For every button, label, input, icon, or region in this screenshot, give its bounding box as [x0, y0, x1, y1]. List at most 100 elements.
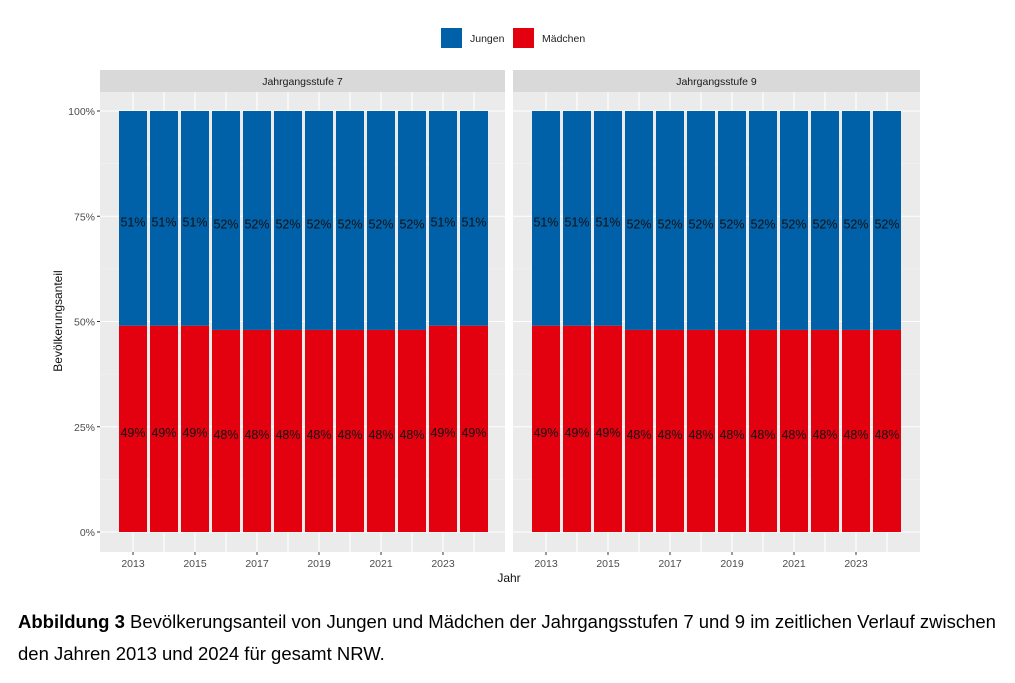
data-label: 48% [275, 428, 300, 442]
bar-mädchen [625, 329, 653, 532]
figure-caption: Abbildung 3 Bevölkerungsanteil von Junge… [18, 606, 1008, 670]
bar-mädchen [150, 325, 178, 532]
bar-mädchen [367, 329, 395, 532]
x-tick-label: 2023 [844, 558, 868, 570]
data-label: 48% [244, 428, 269, 442]
y-tick-label: 0% [80, 527, 95, 539]
bar-mädchen [181, 325, 209, 532]
panel-strip [513, 70, 920, 92]
legend-label: Mädchen [542, 33, 585, 45]
y-tick-label: 50% [74, 317, 95, 329]
x-tick-label: 2023 [431, 558, 455, 570]
bar-jungen [181, 111, 209, 326]
stacked-bar-chart: Jungen Mädchen Jahrgangsstufe 7 49% 51% 49% 51… [51, 28, 920, 585]
data-label: 48% [719, 428, 744, 442]
bar-jungen [274, 111, 302, 330]
bar-mädchen [842, 329, 870, 532]
data-label: 48% [843, 428, 868, 442]
bar-jungen [687, 111, 715, 330]
data-label: 52% [657, 217, 682, 231]
y-tick-label: 75% [74, 211, 95, 223]
data-label: 49% [120, 426, 145, 440]
bar-mädchen [780, 329, 808, 532]
bar-jungen [625, 111, 653, 330]
data-label: 49% [533, 426, 558, 440]
bar-jungen [842, 111, 870, 330]
legend-swatch-jungen [441, 28, 462, 48]
data-label: 48% [781, 428, 806, 442]
data-label: 48% [306, 428, 331, 442]
bar-jungen [718, 111, 746, 330]
bar-jungen [305, 111, 333, 330]
data-label: 51% [430, 215, 455, 229]
y-tick-label: 25% [74, 422, 95, 434]
data-label: 52% [688, 217, 713, 231]
data-label: 51% [533, 215, 558, 229]
data-label: 52% [275, 217, 300, 231]
bar-mädchen [594, 325, 622, 532]
bar-jungen [429, 111, 457, 326]
data-label: 52% [244, 217, 269, 231]
data-label: 48% [626, 428, 651, 442]
bar-mädchen [656, 329, 684, 532]
bar-mädchen [873, 329, 901, 532]
bar-jungen [336, 111, 364, 330]
bar-jungen [873, 111, 901, 330]
data-label: 48% [874, 428, 899, 442]
data-label: 48% [368, 428, 393, 442]
bar-mädchen [305, 329, 333, 532]
data-label: 49% [182, 426, 207, 440]
bar-mädchen [718, 329, 746, 532]
bar-mädchen [563, 325, 591, 532]
data-label: 52% [750, 217, 775, 231]
bar-mädchen [274, 329, 302, 532]
data-label: 48% [213, 428, 238, 442]
data-label: 51% [151, 215, 176, 229]
x-tick-label: 2015 [183, 558, 207, 570]
y-axis-title: Bevölkerungsanteil [51, 270, 65, 371]
bar-jungen [460, 111, 488, 326]
bar-jungen [780, 111, 808, 330]
x-tick-label: 2017 [245, 558, 269, 570]
data-label: 52% [337, 217, 362, 231]
data-label: 52% [368, 217, 393, 231]
data-label: 52% [626, 217, 651, 231]
bar-jungen [563, 111, 591, 326]
bar-jungen [150, 111, 178, 326]
bar-jungen [398, 111, 426, 330]
caption-label: Abbildung 3 [18, 611, 125, 632]
bar-jungen [243, 111, 271, 330]
x-tick-label: 2019 [720, 558, 744, 570]
panel-strip [100, 70, 505, 92]
bar-jungen [594, 111, 622, 326]
x-tick-label: 2019 [307, 558, 331, 570]
bar-mädchen [749, 329, 777, 532]
bar-mädchen [532, 325, 560, 532]
data-label: 48% [812, 428, 837, 442]
bar-mädchen [119, 325, 147, 532]
data-label: 52% [306, 217, 331, 231]
data-label: 52% [843, 217, 868, 231]
data-label: 52% [874, 217, 899, 231]
bar-mädchen [336, 329, 364, 532]
data-label: 48% [688, 428, 713, 442]
x-tick-label: 2021 [369, 558, 393, 570]
x-axis-title: Jahr [497, 571, 520, 585]
data-label: 52% [781, 217, 806, 231]
panel-title: Jahrgangsstufe 7 [262, 76, 343, 88]
bar-jungen [811, 111, 839, 330]
data-label: 49% [430, 426, 455, 440]
bar-mädchen [460, 325, 488, 532]
bar-mädchen [398, 329, 426, 532]
data-label: 52% [719, 217, 744, 231]
bar-mädchen [243, 329, 271, 532]
bar-mädchen [811, 329, 839, 532]
bar-jungen [656, 111, 684, 330]
data-label: 49% [151, 426, 176, 440]
data-label: 49% [595, 426, 620, 440]
bar-mädchen [429, 325, 457, 532]
x-tick-label: 2013 [534, 558, 558, 570]
data-label: 52% [812, 217, 837, 231]
panel-title: Jahrgangsstufe 9 [676, 76, 757, 88]
x-tick-label: 2017 [658, 558, 682, 570]
